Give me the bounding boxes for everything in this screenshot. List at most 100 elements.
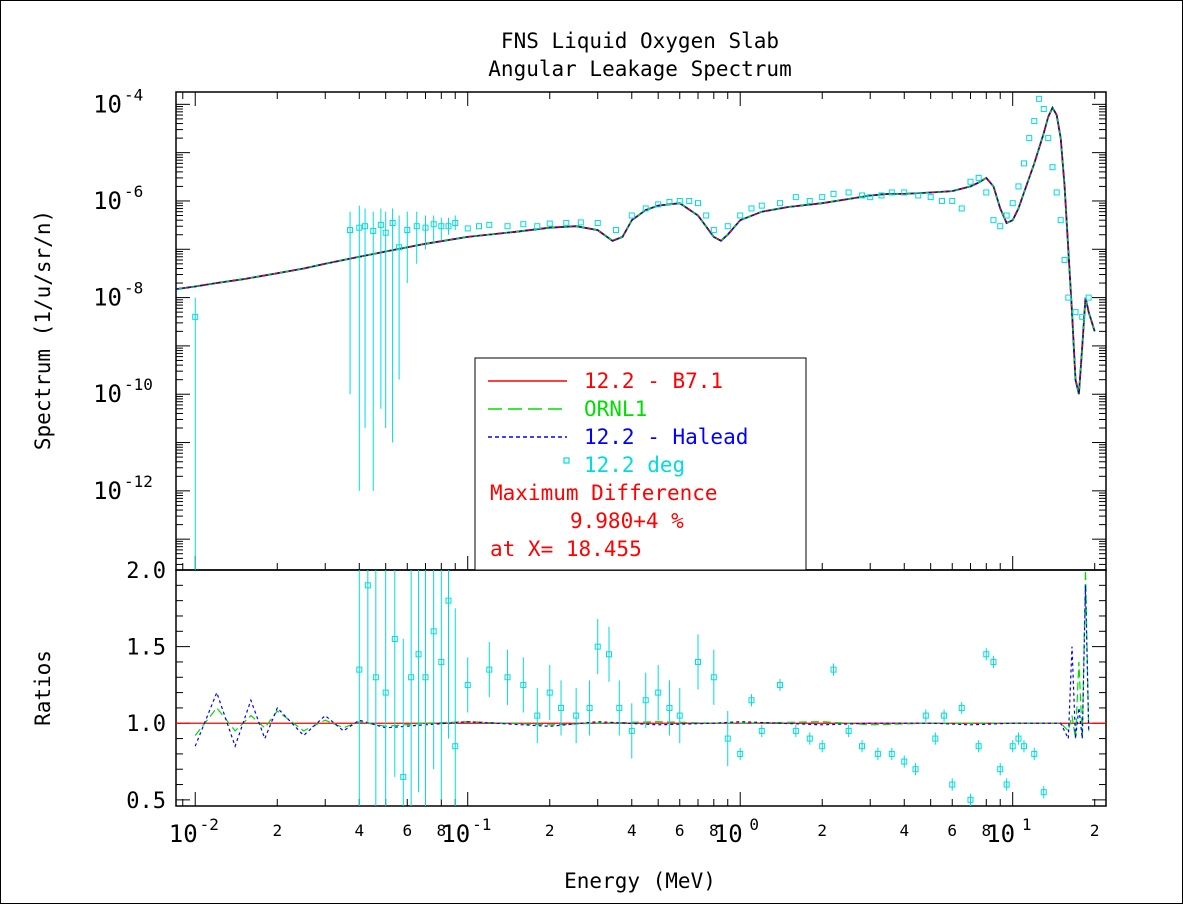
measured-point bbox=[819, 194, 826, 201]
measured-point bbox=[362, 223, 369, 230]
x-tick-label-major: 10 bbox=[714, 820, 743, 848]
ratio-point bbox=[845, 727, 852, 734]
measured-point bbox=[792, 194, 799, 201]
ratio-point bbox=[958, 704, 965, 711]
x-tick-label-minor: 8 bbox=[709, 821, 719, 840]
ratio-point bbox=[452, 743, 459, 750]
ratio-point bbox=[859, 743, 866, 750]
ratio-point bbox=[382, 689, 389, 696]
bottom-y-tick-label: 2.0 bbox=[126, 559, 166, 584]
measured-point bbox=[438, 223, 445, 230]
ratio-point bbox=[642, 697, 649, 704]
measured-point bbox=[927, 194, 934, 201]
ratio-point bbox=[1040, 789, 1047, 796]
ratio-point bbox=[949, 781, 956, 788]
measured-point bbox=[878, 192, 885, 199]
measured-point bbox=[642, 205, 649, 212]
measured-point bbox=[452, 219, 459, 226]
top-y-tick-label: 10 bbox=[93, 477, 122, 505]
measured-point bbox=[1061, 256, 1068, 263]
measured-point bbox=[628, 212, 635, 219]
measured-point bbox=[464, 225, 471, 232]
measured-point bbox=[520, 221, 527, 228]
x-tick-label-minor: 2 bbox=[817, 821, 827, 840]
measured-point bbox=[703, 212, 710, 219]
measured-point bbox=[1085, 294, 1092, 301]
ratio-point bbox=[606, 651, 613, 658]
measured-point bbox=[845, 189, 852, 196]
ratio-point bbox=[586, 704, 593, 711]
ratio-point bbox=[415, 651, 422, 658]
ratio-point bbox=[737, 750, 744, 757]
bottom-y-tick-label: 0.5 bbox=[126, 789, 166, 814]
ratio-point bbox=[758, 727, 765, 734]
measured-point bbox=[666, 199, 673, 206]
ratio-point bbox=[874, 750, 881, 757]
x-tick-label-minor: 6 bbox=[675, 821, 685, 840]
ratio-point bbox=[710, 674, 717, 681]
measured-point bbox=[1015, 183, 1022, 190]
measured-point bbox=[1040, 106, 1047, 113]
measured-point bbox=[612, 227, 619, 234]
measured-point bbox=[990, 217, 997, 224]
ratio-point bbox=[1020, 743, 1027, 750]
measured-point bbox=[983, 189, 990, 196]
series-curves bbox=[175, 105, 1106, 749]
ratio-point bbox=[694, 658, 701, 665]
measured-point bbox=[655, 201, 662, 208]
axis-ticks: 10 -2 10 -1 10 0 10 12 4 6 8 2 4 6 8 2 4 6 8 210 -410 -610 -81… bbox=[93, 85, 1106, 848]
x-tick-label-major: 10 bbox=[169, 820, 198, 848]
x-tick-label-minor: 6 bbox=[402, 821, 412, 840]
ratio-point bbox=[546, 689, 553, 696]
measured-point bbox=[594, 219, 601, 226]
ratio-point bbox=[504, 674, 511, 681]
ratio-point bbox=[534, 712, 541, 719]
measured-point bbox=[1057, 217, 1064, 224]
measured-point bbox=[413, 223, 420, 230]
measured-point bbox=[404, 227, 411, 234]
top-y-tick-label: 10 bbox=[93, 380, 122, 408]
legend-label-halead: 12.2 - Halead bbox=[584, 425, 748, 449]
top-y-tick-label: 10 bbox=[93, 187, 122, 215]
measured-point bbox=[777, 200, 784, 207]
measured-point bbox=[975, 174, 982, 181]
measured-point bbox=[748, 205, 755, 212]
x-tick-label-minor: 2 bbox=[272, 821, 282, 840]
chart-title: FNS Liquid Oxygen Slab bbox=[501, 29, 779, 53]
ratio-point bbox=[1015, 735, 1022, 742]
measured-point bbox=[737, 212, 744, 219]
measured-point bbox=[356, 224, 363, 231]
measured-point bbox=[534, 223, 541, 230]
x-tick-label-exponent: -2 bbox=[200, 815, 219, 834]
measured-point bbox=[1053, 189, 1060, 196]
measured-point bbox=[382, 229, 389, 236]
measured-point bbox=[724, 223, 731, 230]
measured-point bbox=[430, 221, 437, 228]
series-points bbox=[192, 95, 1092, 806]
x-tick-label-minor: 8 bbox=[436, 821, 446, 840]
ratio-point bbox=[792, 727, 799, 734]
x-tick-label-exponent: -1 bbox=[472, 815, 491, 834]
top-y-tick-label-exponent: -8 bbox=[124, 279, 143, 298]
ratio-curve-halead bbox=[194, 585, 1090, 749]
measured-point bbox=[997, 223, 1004, 230]
ratio-point bbox=[819, 743, 826, 750]
bottom-y-tick-label: 1.5 bbox=[126, 636, 166, 661]
top-y-tick-label-exponent: -4 bbox=[124, 85, 143, 104]
legend-note-line-2: 9.980+4 % bbox=[570, 509, 684, 533]
top-y-tick-label-exponent: -12 bbox=[124, 472, 153, 491]
ratio-point bbox=[922, 712, 929, 719]
ratio-point bbox=[932, 735, 939, 742]
x-tick-label-exponent: 1 bbox=[1022, 815, 1032, 834]
legend-swatch-deg bbox=[563, 457, 570, 464]
ratio-point bbox=[391, 635, 398, 642]
measured-point bbox=[563, 219, 570, 226]
ratio-point bbox=[1009, 743, 1016, 750]
ratio-point bbox=[408, 674, 415, 681]
top-y-tick-label-exponent: -10 bbox=[124, 375, 153, 394]
measured-point bbox=[577, 219, 584, 226]
measured-point bbox=[859, 192, 866, 199]
measured-point bbox=[686, 197, 693, 204]
ratio-point bbox=[666, 704, 673, 711]
